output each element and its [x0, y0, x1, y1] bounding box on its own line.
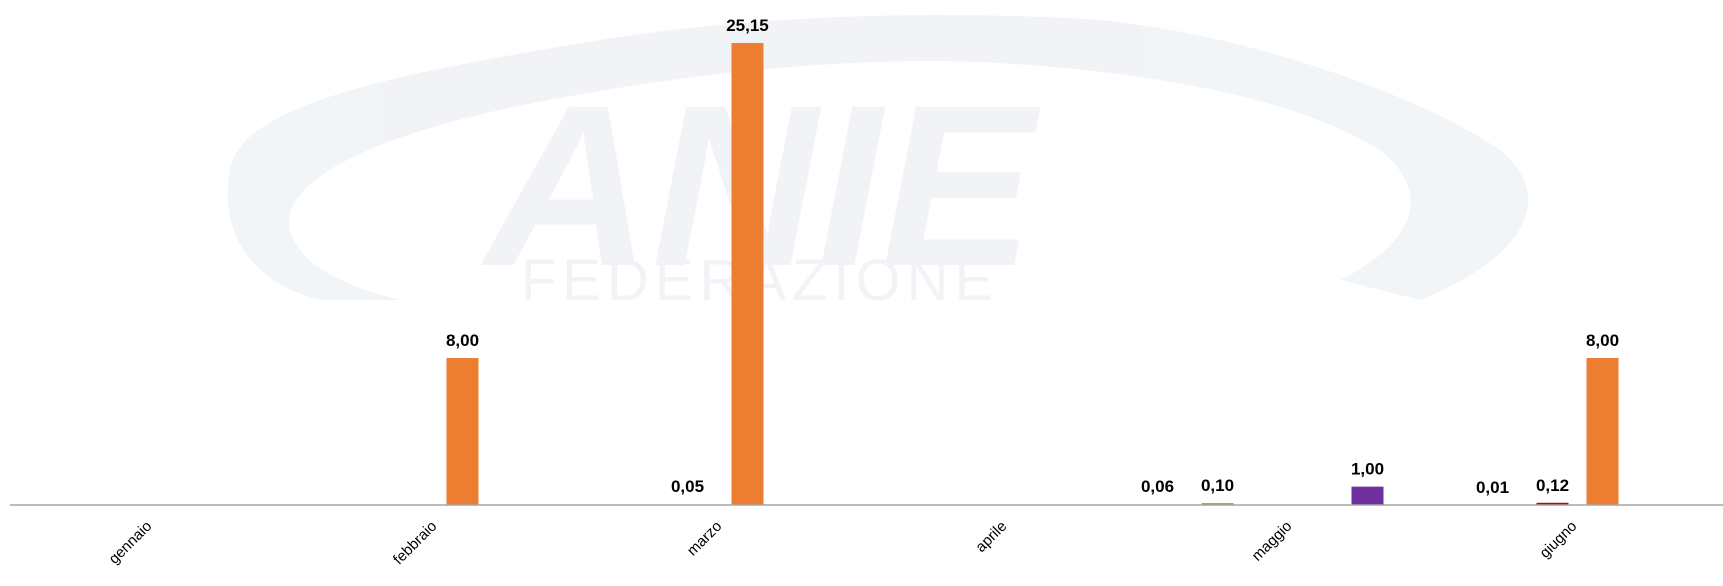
x-tick-aprile: aprile	[972, 518, 1010, 556]
x-axis-tick-labels: gennaio febbraio marzo aprile maggio giugno	[106, 518, 1581, 568]
bar-marzo-series-3	[731, 43, 764, 505]
bar-maggio-series-1	[1201, 503, 1234, 505]
bar-giugno-series-2	[1536, 502, 1569, 505]
data-label-giugno-3: 8,00	[1586, 331, 1619, 350]
data-label-giugno-2: 0,12	[1536, 476, 1569, 495]
data-label-marzo-2: 25,15	[726, 16, 769, 35]
bar-giugno-series-3	[1586, 358, 1619, 505]
watermark-swoosh	[227, 14, 1529, 300]
x-tick-giugno: giugno	[1536, 518, 1580, 562]
bar-maggio-series-4	[1351, 486, 1384, 505]
data-label-maggio-1: 0,06	[1141, 477, 1174, 496]
bar-febbraio-series-3	[446, 358, 479, 505]
data-label-maggio-2: 0,10	[1201, 476, 1234, 495]
x-tick-marzo: marzo	[684, 518, 725, 559]
bars	[446, 43, 1619, 505]
data-label-maggio-3: 1,00	[1351, 460, 1384, 479]
x-tick-maggio: maggio	[1249, 518, 1296, 565]
data-label-giugno-1: 0,01	[1476, 478, 1509, 497]
data-label-marzo-1: 0,05	[671, 477, 704, 496]
x-tick-febbraio: febbraio	[390, 518, 440, 568]
x-tick-gennaio: gennaio	[106, 518, 156, 568]
watermark: ANIE FEDERAZIONE	[227, 14, 1529, 314]
data-labels: 8,00 0,05 25,15 0,06 0,10 1,00 0,01 0,12 8,00	[446, 16, 1619, 497]
data-label-febbraio-1: 8,00	[446, 331, 479, 350]
